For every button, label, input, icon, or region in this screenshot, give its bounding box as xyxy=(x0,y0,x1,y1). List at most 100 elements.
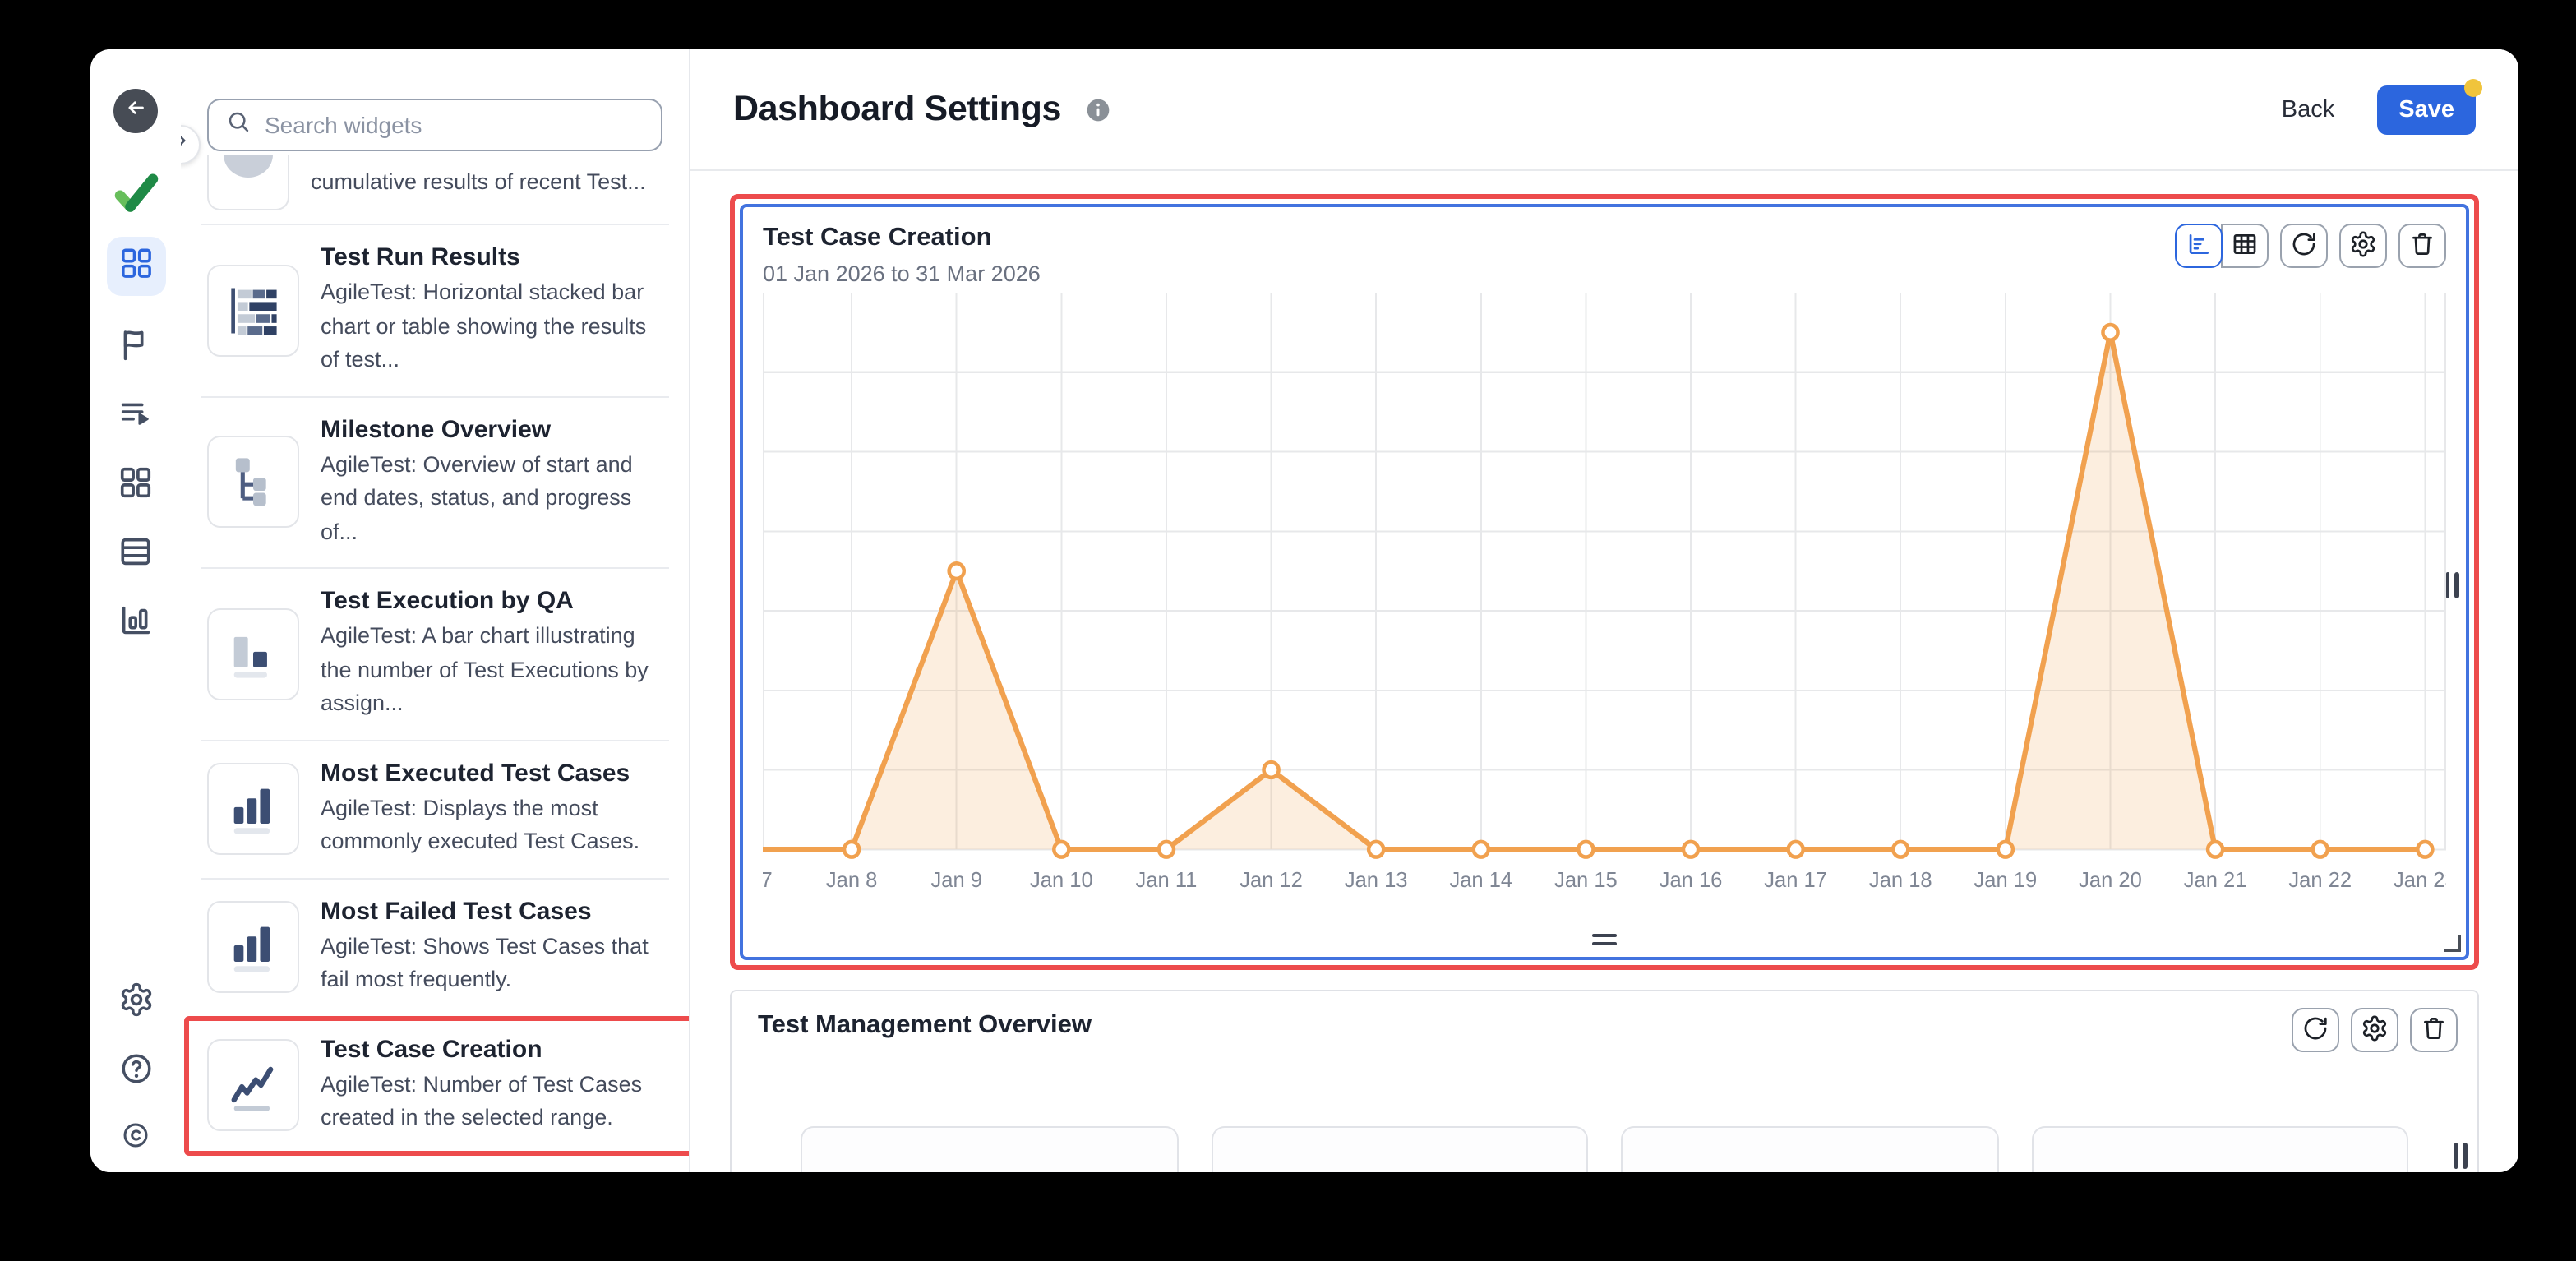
summary-card-test-plans[interactable]: Test Plans xyxy=(1621,1126,1998,1172)
back-button[interactable]: Back xyxy=(2281,96,2335,122)
settings-button[interactable] xyxy=(2351,1008,2398,1052)
database-icon xyxy=(117,533,155,579)
two-bars-icon xyxy=(207,607,299,700)
arrow-left-icon xyxy=(122,93,150,129)
search-input[interactable] xyxy=(265,112,644,138)
svg-text:Jan 7: Jan 7 xyxy=(763,868,773,891)
widget-list-item-defect-resolution-ratio[interactable]: Defect Resolution RatioAgileTest: Shows … xyxy=(181,1155,689,1172)
widget-list: cumulative results of recent Test... Tes… xyxy=(181,155,689,1172)
refresh-icon xyxy=(2290,229,2318,262)
widget-title: Test Case Creation xyxy=(321,1035,542,1064)
overview-widget-card[interactable]: Test Management Overview Requirements Tes… xyxy=(730,990,2479,1172)
widget-description: cumulative results of recent Test... xyxy=(311,169,646,194)
svg-text:Jan 8: Jan 8 xyxy=(826,868,877,891)
chart-view-button[interactable] xyxy=(2175,224,2223,268)
sidebar-item-apps[interactable] xyxy=(116,464,155,503)
dashboard-grid-icon xyxy=(118,244,154,289)
widget-list-item-milestone-overview[interactable]: Milestone Overview AgileTest: Overview of… xyxy=(181,397,689,567)
summary-cards-row: Requirements Test Cases Test Plans Test Exe… xyxy=(758,1126,2451,1172)
refresh-button[interactable] xyxy=(2280,224,2328,268)
list-divider xyxy=(201,567,669,570)
expand-panel-button[interactable] xyxy=(181,125,201,164)
info-icon[interactable] xyxy=(1084,96,1110,122)
list-play-icon xyxy=(117,395,155,441)
widget-list-item-partial[interactable]: cumulative results of recent Test... xyxy=(181,155,689,224)
list-divider xyxy=(201,739,669,741)
sidebar-item-reports[interactable] xyxy=(116,602,155,641)
overview-resize-handle-right[interactable] xyxy=(2454,1143,2468,1169)
delete-button[interactable] xyxy=(2410,1008,2458,1052)
widget-description: AgileTest: Horizontal stacked bar chart … xyxy=(321,279,647,372)
list-divider xyxy=(201,1153,669,1156)
sidebar-item-dashboards[interactable] xyxy=(106,237,165,296)
delete-button[interactable] xyxy=(2398,224,2446,268)
svg-text:Jan 14: Jan 14 xyxy=(1449,868,1512,891)
sidebar-item-data[interactable] xyxy=(116,533,155,572)
widget-title: Test Execution by QA xyxy=(321,587,574,616)
sidebar-item-settings[interactable] xyxy=(116,982,155,1021)
widget-list-item-most-failed-test-cases[interactable]: Most Failed Test Cases AgileTest: Shows T… xyxy=(181,879,689,1015)
widget-list-item-test-run-results[interactable]: Test Run Results AgileTest: Horizontal st… xyxy=(181,225,689,395)
widget-list-item-test-case-creation[interactable]: Test Case Creation AgileTest: Number of T… xyxy=(181,1015,689,1156)
selected-widget-highlight: Test Case Creation 01 Jan 2026 to 31 Mar… xyxy=(730,194,2479,970)
sidebar-nav xyxy=(106,237,165,641)
summary-card-test-executions[interactable]: Test Executions xyxy=(2031,1126,2408,1172)
help-circle-icon xyxy=(118,1051,154,1095)
list-divider xyxy=(201,877,669,880)
svg-text:Jan 15: Jan 15 xyxy=(1554,868,1618,891)
stacked-bars-icon xyxy=(207,264,299,357)
sidebar-item-help[interactable] xyxy=(116,1051,155,1090)
sidebar-bottom-nav xyxy=(116,982,155,1166)
widget-title: Most Executed Test Cases xyxy=(321,759,630,788)
widget-description: AgileTest: Displays the most commonly ex… xyxy=(321,795,640,854)
test-case-creation-chart[interactable]: Jan 7 Jan 8 Jan 9 Jan 10 Jan 11 Jan 12 Jan 13 J… xyxy=(763,293,2446,904)
widget-panel: cumulative results of recent Test... Tes… xyxy=(181,49,690,1172)
table-view-button[interactable] xyxy=(2221,224,2269,268)
view-toggle xyxy=(2175,224,2269,268)
back-nav-button[interactable] xyxy=(113,89,158,133)
widget-list-item-most-executed-test-cases[interactable]: Most Executed Test Cases AgileTest: Displ… xyxy=(181,741,689,877)
widget-search xyxy=(207,99,662,151)
chart-widget-date-range: 01 Jan 2026 to 31 Mar 2026 xyxy=(763,261,1041,286)
sidebar-item-about[interactable] xyxy=(116,1120,155,1159)
list-divider xyxy=(201,1015,669,1018)
refresh-button[interactable] xyxy=(2292,1008,2339,1052)
settings-button[interactable] xyxy=(2339,224,2387,268)
widget-description: AgileTest: Overview of start and end dat… xyxy=(321,451,633,544)
trash-icon xyxy=(2420,1014,2448,1046)
summary-card-requirements[interactable]: Requirements xyxy=(801,1126,1178,1172)
chart-widget-title: Test Case Creation xyxy=(763,224,992,252)
widget-description: AgileTest: Number of Test Cases created … xyxy=(321,1071,643,1130)
chart-widget-card[interactable]: Test Case Creation 01 Jan 2026 to 31 Mar… xyxy=(740,204,2469,960)
svg-text:Jan 23: Jan 23 xyxy=(2394,868,2446,891)
widget-list-item-test-execution-by-qa[interactable]: Test Execution by QA AgileTest: A bar cha… xyxy=(181,569,689,739)
widget-description: AgileTest: A bar chart illustrating the … xyxy=(321,623,649,716)
gear-icon xyxy=(118,982,154,1026)
resize-corner-handle[interactable] xyxy=(2444,935,2461,952)
three-bars-icon xyxy=(207,901,299,994)
save-button[interactable]: Save xyxy=(2377,78,2482,134)
resize-handle-right[interactable] xyxy=(2445,572,2459,598)
sidebar-item-test-list[interactable] xyxy=(116,395,155,434)
search-icon xyxy=(225,108,252,142)
refresh-icon xyxy=(2301,1014,2329,1046)
widget-title: Test Run Results xyxy=(321,243,520,271)
copyright-icon xyxy=(120,1120,151,1159)
svg-text:Jan 11: Jan 11 xyxy=(1136,868,1198,891)
app-logo-check-icon xyxy=(111,168,160,217)
summary-card-test-cases[interactable]: Test Cases xyxy=(1211,1126,1588,1172)
bar-chart-view-icon xyxy=(2185,229,2213,262)
chevron-right-icon xyxy=(181,130,192,159)
unsaved-indicator-badge xyxy=(2464,78,2482,96)
sidebar-item-flags[interactable] xyxy=(116,326,155,365)
overview-widget-title: Test Management Overview xyxy=(758,1011,1092,1039)
widget-icon-partial xyxy=(207,155,289,210)
flag-icon xyxy=(117,326,155,372)
svg-text:Jan 18: Jan 18 xyxy=(1869,868,1932,891)
svg-text:Jan 19: Jan 19 xyxy=(1974,868,2038,891)
drag-handle-bottom[interactable] xyxy=(1592,929,1617,950)
svg-text:Jan 9: Jan 9 xyxy=(930,868,981,891)
list-divider xyxy=(201,395,669,398)
svg-text:Jan 22: Jan 22 xyxy=(2288,868,2352,891)
